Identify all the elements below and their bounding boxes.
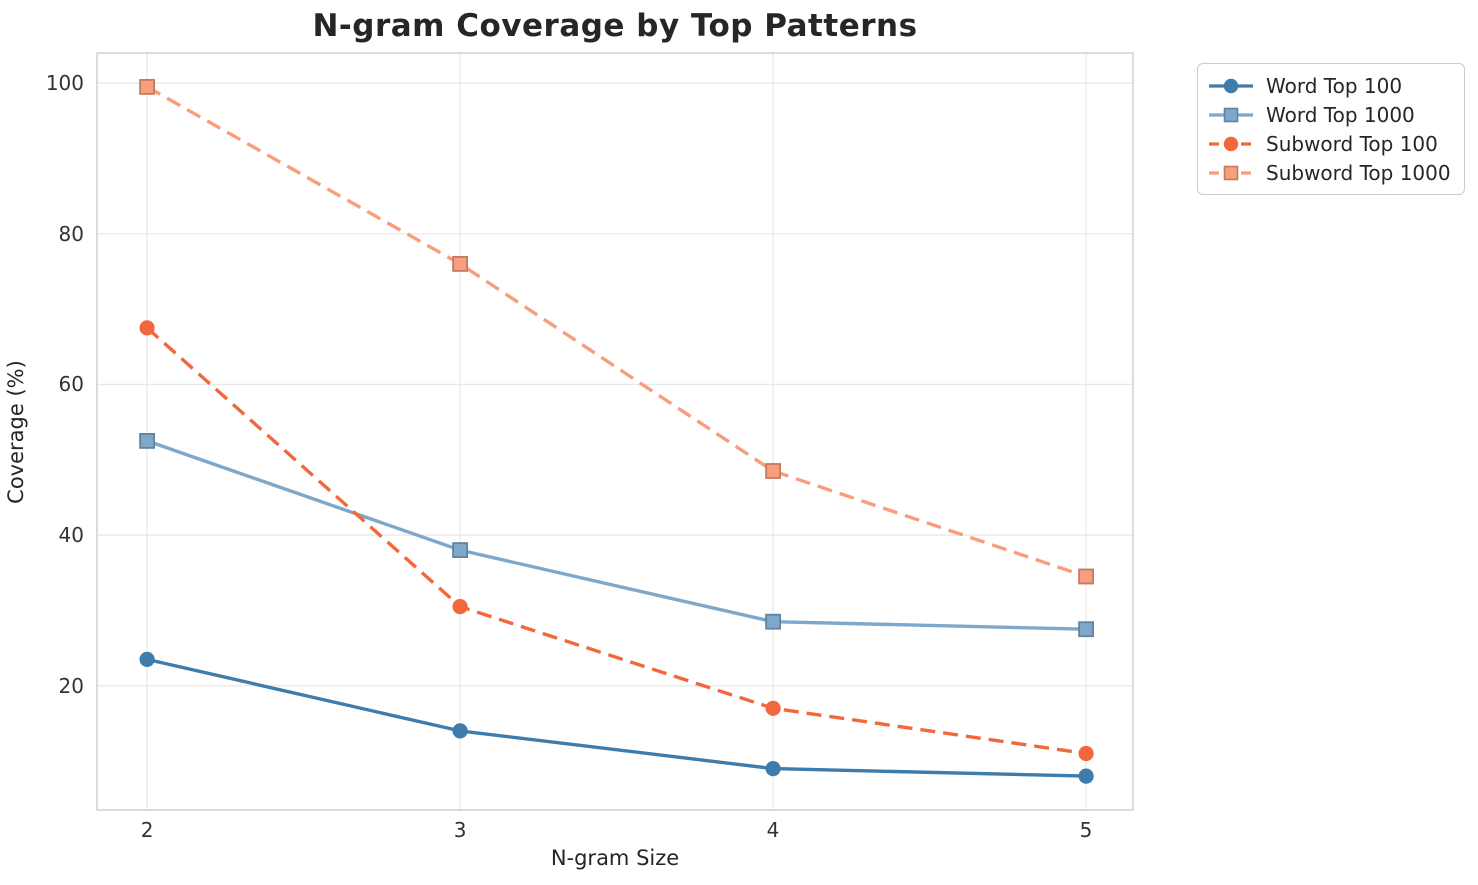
- legend-item-word-top-1000: Word Top 1000: [1208, 100, 1452, 129]
- axes-spines: [96, 52, 1134, 811]
- y-tick-label: 20: [58, 673, 84, 698]
- marker-word-top-100: [1078, 768, 1094, 784]
- series-line-word-top-1000: [146, 439, 1087, 631]
- marker-word-top-100: [139, 651, 155, 668]
- legend-item-subword-top-100: Subword Top 100: [1208, 129, 1452, 158]
- marker-word-top-1000: [1078, 621, 1094, 638]
- legend-sample-subword-top-1000: [1209, 165, 1253, 180]
- legend-marker-square-icon: [1223, 107, 1239, 122]
- y-axis-label: Coverage (%): [4, 360, 28, 504]
- legend-sample-word-top-1000: [1209, 107, 1253, 122]
- y-tick-label: 40: [58, 523, 84, 548]
- marker-subword-top-100: [452, 599, 468, 615]
- marker-subword-top-1000: [765, 463, 781, 479]
- y-tick-label: 100: [45, 71, 84, 96]
- marker-word-top-1000: [139, 432, 156, 449]
- x-tick-label: 2: [140, 818, 154, 842]
- legend-label: Word Top 100: [1266, 73, 1403, 98]
- legend: Word Top 100 Word Top 1000 Subword Top 100…: [1197, 63, 1465, 195]
- marker-word-top-100: [452, 723, 468, 739]
- legend-item-subword-top-1000: Subword Top 1000: [1208, 158, 1452, 187]
- series-line-word-top-100: [146, 657, 1087, 778]
- legend-label: Word Top 1000: [1266, 102, 1415, 127]
- marker-subword-top-1000: [452, 255, 469, 272]
- legend-marker-square-icon: [1223, 165, 1239, 180]
- marker-word-top-1000: [452, 542, 469, 558]
- legend-sample-subword-top-100: [1209, 136, 1253, 151]
- marker-subword-top-100: [765, 700, 781, 716]
- x-axis-label: N-gram Size: [550, 846, 680, 870]
- series-line-subword-top-1000: [146, 85, 1087, 579]
- x-tick-label: 4: [766, 818, 780, 842]
- legend-item-word-top-100: Word Top 100: [1208, 71, 1452, 100]
- marker-word-top-1000: [765, 613, 781, 630]
- marker-subword-top-100: [139, 320, 155, 336]
- legend-label: Subword Top 1000: [1266, 160, 1451, 185]
- marker-subword-top-1000: [139, 79, 156, 95]
- marker-word-top-100: [765, 761, 781, 777]
- y-tick-label: 80: [58, 221, 84, 246]
- legend-marker-circle-icon: [1223, 78, 1239, 93]
- legend-sample-word-top-100: [1209, 78, 1253, 93]
- legend-label: Subword Top 100: [1266, 131, 1438, 156]
- x-tick-label: 3: [453, 818, 467, 842]
- legend-marker-circle-icon: [1223, 136, 1239, 151]
- chart-title: N-gram Coverage by Top Patterns: [312, 8, 918, 44]
- marker-subword-top-100: [1078, 745, 1094, 762]
- x-tick-label: 5: [1079, 818, 1093, 842]
- series-line-subword-top-100: [145, 326, 1087, 756]
- y-tick-label: 60: [58, 372, 84, 397]
- marker-subword-top-1000: [1078, 568, 1094, 585]
